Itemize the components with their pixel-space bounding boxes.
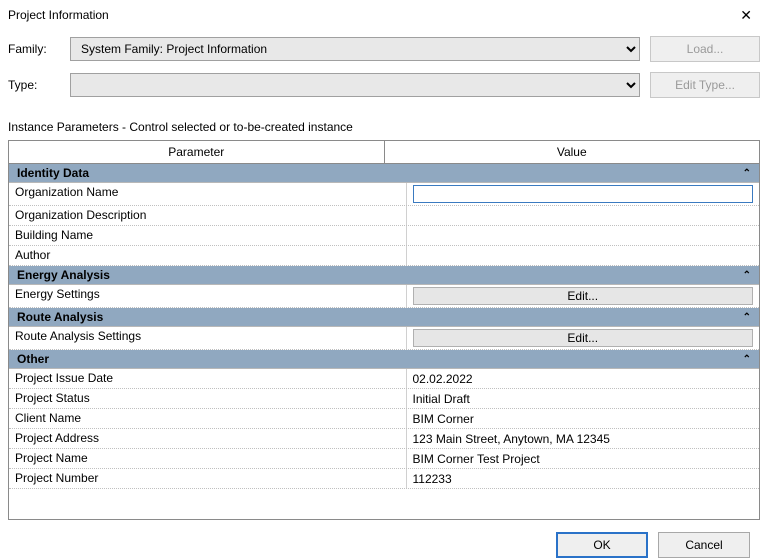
collapse-icon: ⌃ [743, 354, 751, 365]
type-row: Type: Edit Type... [8, 72, 760, 98]
section-title: Other [17, 352, 49, 366]
param-row-project-name: Project Name BIM Corner Test Project [9, 449, 759, 469]
dialog-footer: OK Cancel [0, 520, 768, 558]
energy-settings-edit-button[interactable]: Edit... [413, 287, 754, 305]
family-select[interactable]: System Family: Project Information [70, 37, 640, 61]
titlebar: Project Information ✕ [0, 0, 768, 28]
section-other[interactable]: Other ⌃ [9, 350, 759, 369]
load-button: Load... [650, 36, 760, 62]
project-address-value[interactable]: 123 Main Street, Anytown, MA 12345 [407, 429, 760, 448]
section-title: Identity Data [17, 166, 89, 180]
family-row: Family: System Family: Project Informati… [8, 36, 760, 62]
family-label: Family: [8, 42, 70, 56]
param-row-project-status: Project Status Initial Draft [9, 389, 759, 409]
param-label: Route Analysis Settings [9, 327, 407, 349]
param-label: Project Name [9, 449, 407, 468]
grid-header: Parameter Value [9, 141, 759, 164]
section-title: Energy Analysis [17, 268, 110, 282]
collapse-icon: ⌃ [743, 270, 751, 281]
param-label: Author [9, 246, 407, 265]
section-identity-data[interactable]: Identity Data ⌃ [9, 164, 759, 183]
param-label: Project Address [9, 429, 407, 448]
organization-description-value[interactable] [407, 206, 760, 225]
param-row-client-name: Client Name BIM Corner [9, 409, 759, 429]
project-status-value[interactable]: Initial Draft [407, 389, 760, 408]
edit-type-button: Edit Type... [650, 72, 760, 98]
param-label: Organization Description [9, 206, 407, 225]
section-energy-analysis[interactable]: Energy Analysis ⌃ [9, 266, 759, 285]
param-label: Energy Settings [9, 285, 407, 307]
project-number-value[interactable]: 112233 [407, 469, 760, 488]
param-row-route-settings: Route Analysis Settings Edit... [9, 327, 759, 350]
param-label: Building Name [9, 226, 407, 245]
param-row-energy-settings: Energy Settings Edit... [9, 285, 759, 308]
collapse-icon: ⌃ [743, 312, 751, 323]
window-title: Project Information [8, 8, 109, 22]
instance-parameters-label: Instance Parameters - Control selected o… [0, 112, 768, 140]
column-parameter: Parameter [9, 141, 385, 163]
type-label: Type: [8, 78, 70, 92]
client-name-value[interactable]: BIM Corner [407, 409, 760, 428]
param-row-organization-description: Organization Description [9, 206, 759, 226]
param-row-organization-name: Organization Name [9, 183, 759, 206]
param-row-project-address: Project Address 123 Main Street, Anytown… [9, 429, 759, 449]
project-name-value[interactable]: BIM Corner Test Project [407, 449, 760, 468]
section-route-analysis[interactable]: Route Analysis ⌃ [9, 308, 759, 327]
section-title: Route Analysis [17, 310, 103, 324]
top-form: Family: System Family: Project Informati… [0, 28, 768, 112]
param-row-building-name: Building Name [9, 226, 759, 246]
grid-empty-space [9, 489, 759, 519]
param-row-project-issue-date: Project Issue Date 02.02.2022 [9, 369, 759, 389]
route-settings-edit-button[interactable]: Edit... [413, 329, 754, 347]
column-value: Value [385, 141, 760, 163]
building-name-value[interactable] [407, 226, 760, 245]
param-label: Project Status [9, 389, 407, 408]
param-label: Organization Name [9, 183, 407, 205]
param-row-author: Author [9, 246, 759, 266]
ok-button[interactable]: OK [556, 532, 648, 558]
cancel-button[interactable]: Cancel [658, 532, 750, 558]
param-label: Client Name [9, 409, 407, 428]
organization-name-input[interactable] [413, 185, 754, 203]
param-label: Project Issue Date [9, 369, 407, 388]
parameters-grid: Parameter Value Identity Data ⌃ Organiza… [8, 140, 760, 520]
type-select[interactable] [70, 73, 640, 97]
close-icon[interactable]: ✕ [734, 7, 758, 24]
project-issue-date-value[interactable]: 02.02.2022 [407, 369, 760, 388]
collapse-icon: ⌃ [743, 168, 751, 179]
param-label: Project Number [9, 469, 407, 488]
author-value[interactable] [407, 246, 760, 265]
param-row-project-number: Project Number 112233 [9, 469, 759, 489]
